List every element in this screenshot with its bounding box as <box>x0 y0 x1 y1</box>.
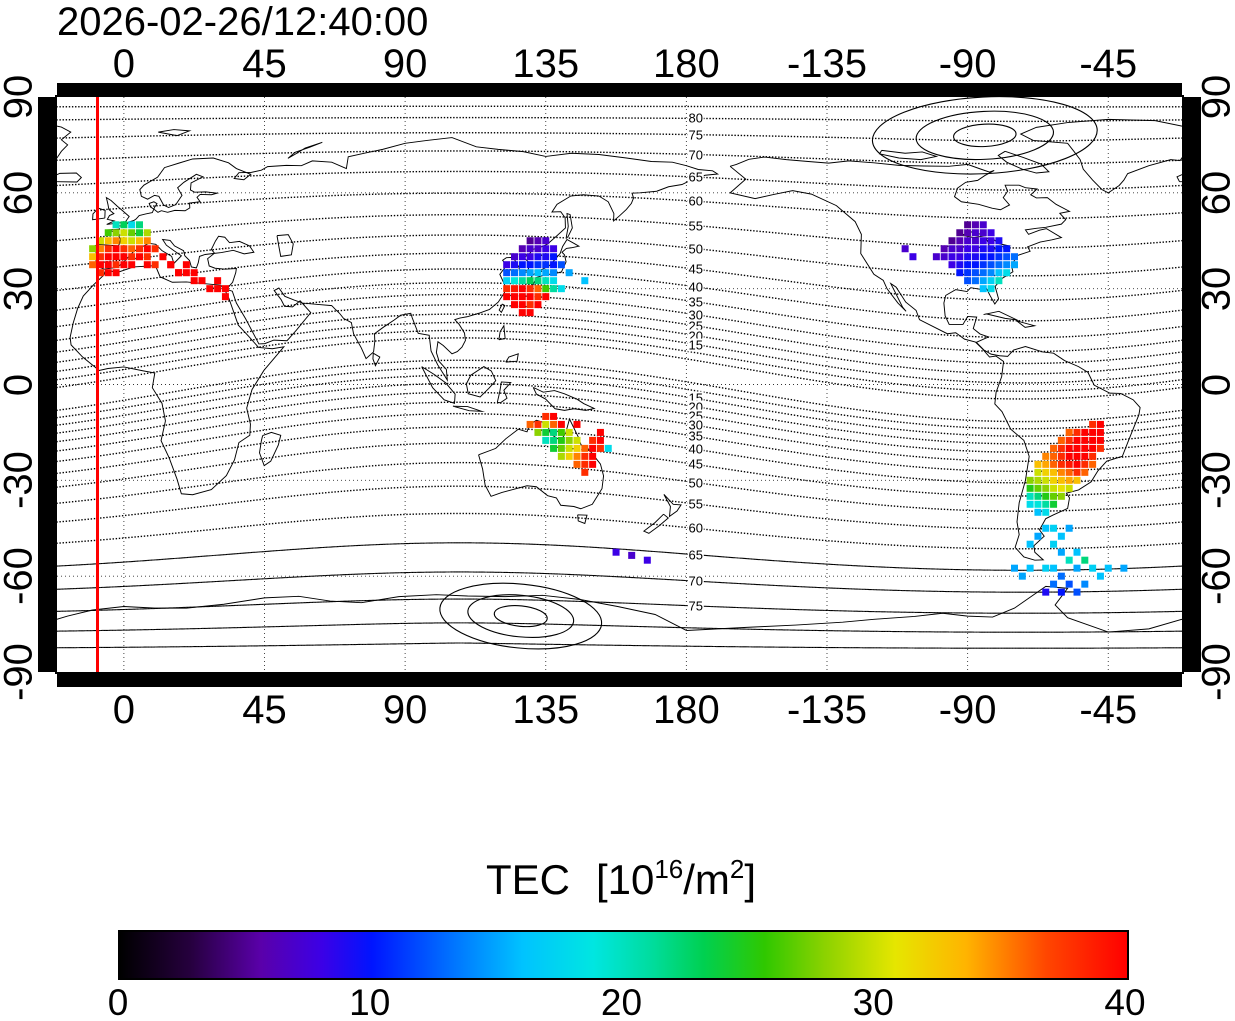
lat-tick-label: 0 <box>1194 373 1235 396</box>
lon-tick-label: 135 <box>512 688 580 732</box>
lat-tick-label: 90 <box>0 74 41 120</box>
lon-tick-label: 180 <box>653 42 720 86</box>
axis-bar-bottom <box>57 674 1182 687</box>
lat-tick-label: 0 <box>0 373 41 396</box>
contour-label: 55 <box>687 496 704 512</box>
contour-label: 35 <box>687 294 704 310</box>
contour-label: 45 <box>687 456 704 472</box>
time-marker-line <box>95 97 99 672</box>
contour-label: 50 <box>687 475 704 491</box>
contour-label: 70 <box>687 573 704 589</box>
axis-bar-right <box>1183 97 1201 672</box>
lon-tick-label: 45 <box>242 42 287 86</box>
colorbar-title-close: ] <box>744 856 757 903</box>
colorbar-title-exponent2: 2 <box>729 854 745 884</box>
contour-label: 65 <box>687 547 704 563</box>
lat-tick-label: -30 <box>0 451 41 510</box>
lat-tick-label: 60 <box>0 170 41 216</box>
colorbar-title-exponent: 16 <box>654 854 684 884</box>
contour-label: 30 <box>687 417 704 433</box>
colorbar-tick-label: 10 <box>349 982 391 1021</box>
colorbar-title-word: TEC <box>485 856 570 903</box>
lon-tick-label: -135 <box>786 42 868 86</box>
lat-tick-label: -30 <box>1194 451 1235 510</box>
lon-tick-label: -45 <box>1079 42 1138 86</box>
contour-label: 45 <box>687 261 704 277</box>
contour-label: 65 <box>687 169 704 185</box>
lat-tick-label: -60 <box>1194 547 1235 606</box>
colorbar-tick-label: 0 <box>107 982 129 1021</box>
contour-label: 60 <box>687 520 704 536</box>
colorbar-title: TEC [1016/m2] <box>485 854 757 904</box>
colorbar-tick-label: 40 <box>1104 982 1146 1021</box>
colorbar-gradient <box>118 930 1129 980</box>
contour-label: 35 <box>687 428 704 444</box>
contour-label: 25 <box>687 318 704 334</box>
colorbar-title-open: [10 <box>595 856 655 903</box>
contour-label: 75 <box>687 598 704 614</box>
lon-tick-label: -135 <box>786 688 868 732</box>
lon-tick-label: -90 <box>938 688 997 732</box>
contour-label: 75 <box>687 127 704 143</box>
lon-tick-label: -45 <box>1079 688 1138 732</box>
contour-label: 40 <box>687 279 704 295</box>
timestamp-title: 2026-02-26/12:40:00 <box>57 0 429 44</box>
lon-tick-label: 180 <box>653 688 720 732</box>
lat-tick-label: -60 <box>0 547 41 606</box>
lat-tick-label: 30 <box>0 266 41 311</box>
lat-tick-label: 60 <box>1194 170 1235 216</box>
lat-tick-label: 30 <box>1194 266 1235 311</box>
axis-bar-left <box>38 97 56 672</box>
colorbar-tick-label: 30 <box>852 982 894 1021</box>
lon-tick-label: 0 <box>112 42 135 86</box>
contour-label: 30 <box>687 307 704 323</box>
contour-label: 60 <box>687 193 704 209</box>
lat-tick-label: 90 <box>1194 74 1235 120</box>
colorbar-tick-label: 20 <box>600 982 643 1021</box>
colorbar-title-mid: /m <box>683 856 730 903</box>
contour-label: 55 <box>687 218 704 234</box>
map-plot-area: 80 75 70 65 60 55 50 45 40 35 30 25 20 15 15 20 25 30 35 40… <box>55 95 1184 674</box>
map-canvas <box>57 97 1182 672</box>
lon-tick-label: 0 <box>112 688 135 732</box>
lat-tick-label: -90 <box>1194 643 1235 701</box>
contour-label: 50 <box>687 241 704 257</box>
lon-tick-label: 135 <box>512 42 580 86</box>
axis-bar-top <box>57 83 1182 96</box>
lat-tick-label: -90 <box>0 643 41 701</box>
lon-tick-label: 45 <box>242 688 287 732</box>
contour-label: 70 <box>687 147 704 162</box>
lon-tick-label: 90 <box>382 688 428 732</box>
contour-label: 80 <box>687 110 704 126</box>
lon-tick-label: -90 <box>938 42 997 86</box>
contour-label: 15 <box>687 337 704 353</box>
contour-label: 25 <box>687 408 704 423</box>
lon-tick-label: 90 <box>382 42 428 86</box>
contour-label: 40 <box>687 441 704 457</box>
